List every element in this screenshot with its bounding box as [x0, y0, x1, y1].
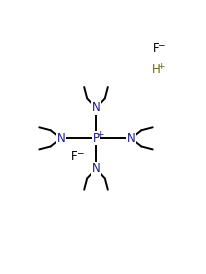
Text: F: F	[153, 42, 159, 55]
Text: −: −	[76, 148, 83, 157]
Text: +: +	[96, 130, 103, 139]
Text: N: N	[56, 132, 65, 145]
Text: +: +	[157, 61, 165, 70]
Text: N: N	[92, 101, 100, 114]
Text: H: H	[151, 63, 160, 76]
Text: N: N	[127, 132, 136, 145]
Text: −: −	[157, 40, 165, 49]
Text: N: N	[92, 162, 100, 175]
Text: F: F	[71, 150, 78, 163]
Text: P: P	[92, 132, 99, 145]
